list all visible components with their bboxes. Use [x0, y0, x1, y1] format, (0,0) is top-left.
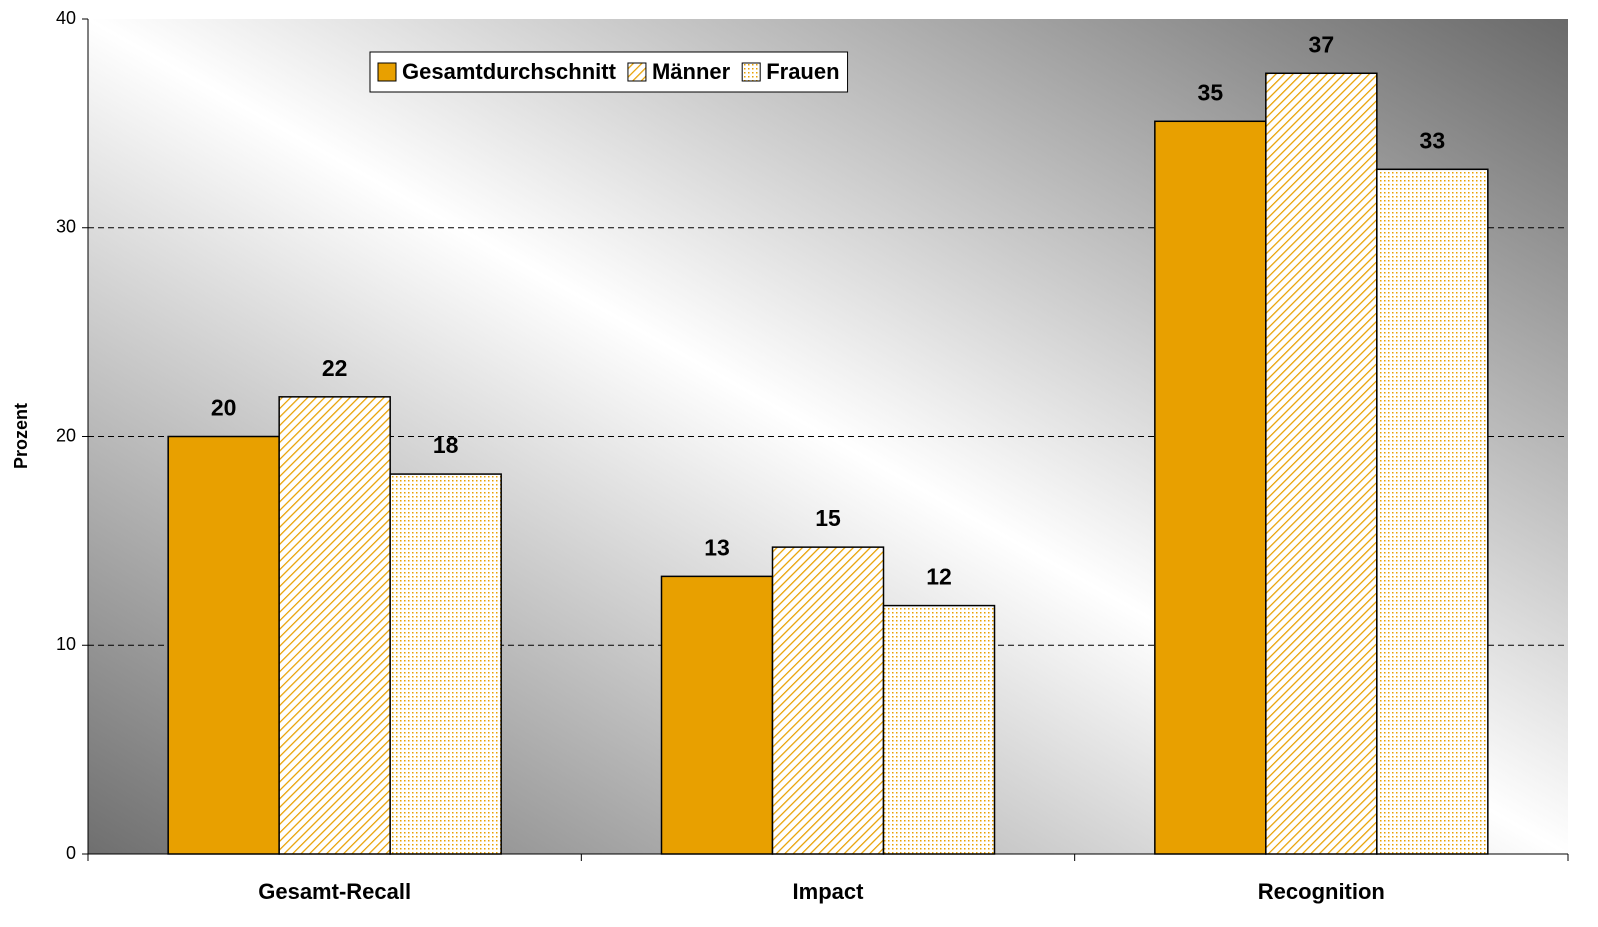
value-label: 18 [433, 432, 459, 458]
value-label: 15 [815, 505, 841, 531]
y-tick-label: 30 [56, 217, 76, 237]
value-label: 35 [1198, 79, 1224, 105]
bar [660, 575, 774, 855]
value-label: 22 [322, 355, 348, 381]
legend-swatch [377, 62, 397, 82]
value-label: 37 [1309, 31, 1335, 57]
value-label: 12 [926, 564, 952, 590]
x-tick-label: Impact [793, 879, 865, 904]
bar [1376, 168, 1489, 855]
legend-label: Gesamtdurchschnitt [402, 59, 617, 84]
legend-box [369, 51, 849, 93]
y-tick-label: 10 [56, 634, 76, 654]
bar [167, 435, 280, 855]
legend-label: Frauen [766, 59, 839, 84]
y-tick-label: 0 [66, 843, 76, 863]
legend-swatch [627, 62, 647, 82]
value-label: 20 [211, 395, 237, 421]
y-tick-label: 20 [56, 425, 76, 445]
bar [1154, 120, 1267, 855]
legend: Gesamtdurchschnitt Männer Frauen [369, 51, 849, 93]
bar [1265, 72, 1378, 855]
y-tick-label: 40 [56, 8, 76, 28]
bar [389, 473, 502, 855]
y-axis-label: Prozent [11, 403, 31, 469]
value-label: 33 [1420, 127, 1446, 153]
bar [278, 396, 391, 855]
bar [771, 546, 885, 855]
x-tick-label: Gesamt-Recall [258, 879, 411, 904]
bar [882, 604, 996, 855]
value-label: 13 [704, 534, 730, 560]
x-tick-label: Recognition [1258, 879, 1385, 904]
legend-label: Männer [652, 59, 731, 84]
legend-swatch [741, 62, 761, 82]
